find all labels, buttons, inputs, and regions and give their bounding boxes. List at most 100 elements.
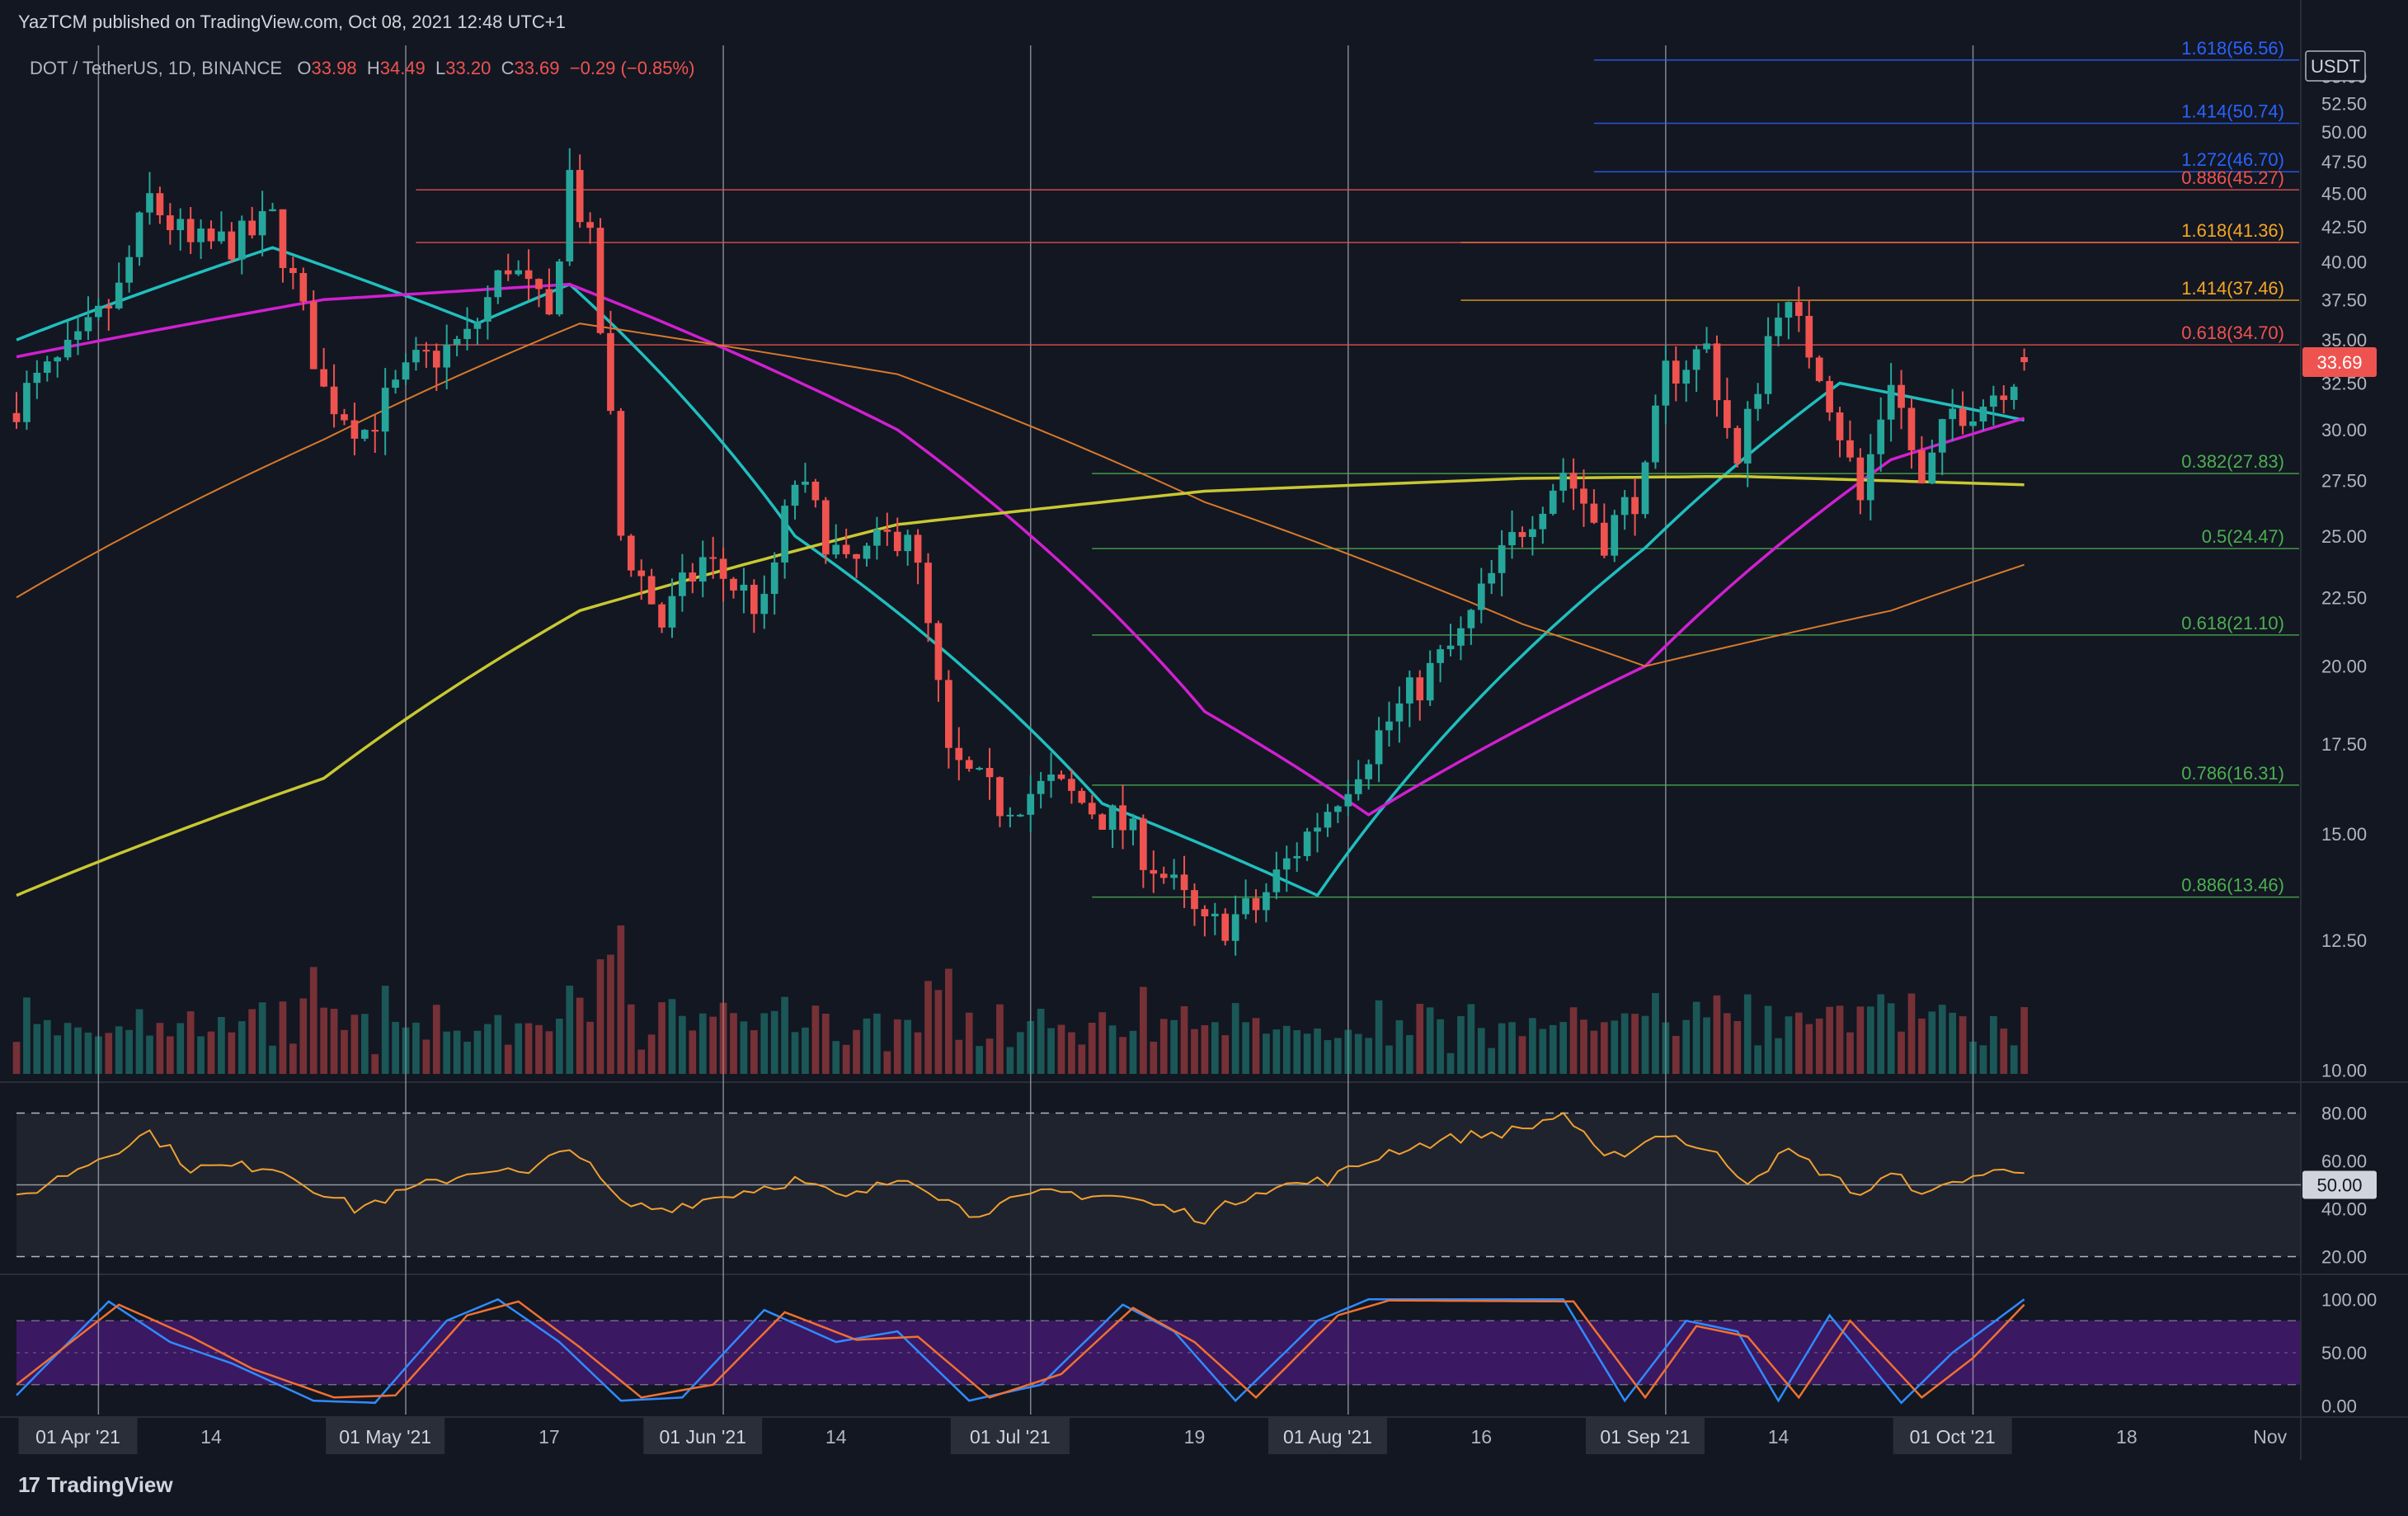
volume-bar <box>1692 1001 1700 1074</box>
volume-bar <box>996 1004 1004 1074</box>
volume-bar <box>873 1013 881 1074</box>
price-axis-tick: 30.00 <box>2321 420 2367 440</box>
candle-body <box>760 594 769 614</box>
volume-bar <box>1037 1009 1045 1074</box>
candle-body <box>985 768 994 778</box>
candle-body <box>709 557 717 559</box>
candle-body <box>596 228 604 333</box>
candle-body <box>955 747 963 760</box>
volume-bar <box>1047 1028 1055 1074</box>
volume-bar <box>698 1013 707 1074</box>
volume-bar <box>186 1011 195 1074</box>
volume-bar <box>1150 1041 1158 1074</box>
candle-body <box>1108 805 1117 831</box>
stoch-axis-tick: 100.00 <box>2321 1289 2377 1310</box>
candle-body <box>1836 412 1844 440</box>
candle-body <box>146 193 153 213</box>
volume-bar <box>1416 1004 1424 1074</box>
candle-body <box>1979 407 1987 421</box>
candle-body <box>1775 318 1782 337</box>
candle-body <box>1928 452 1936 484</box>
x-axis-month-box <box>1586 1418 1705 1454</box>
volume-bar <box>1898 1031 1905 1074</box>
x-axis-month-box <box>1267 1418 1387 1454</box>
volume-bar <box>524 1023 533 1074</box>
volume-bar <box>1385 1045 1393 1074</box>
volume-bar <box>125 1029 133 1074</box>
candle-body <box>371 430 379 432</box>
volume-bar <box>832 1041 840 1074</box>
volume-bar <box>1529 1018 1536 1074</box>
candle-body <box>115 282 123 308</box>
volume-bar <box>607 954 614 1074</box>
volume-bar <box>1733 1020 1742 1074</box>
volume-bar <box>1108 1025 1117 1074</box>
symbol-name[interactable]: DOT / TetherUS, 1D, BINANCE <box>30 58 283 78</box>
tradingview-brand[interactable]: 17 TradingView <box>18 1472 173 1498</box>
candle-body <box>627 535 635 571</box>
price-axis-tick: 35.00 <box>2321 330 2367 351</box>
x-axis-tick: 14 <box>200 1426 222 1448</box>
candle-body <box>463 328 471 340</box>
volume-bar <box>23 997 31 1074</box>
candle-body <box>1405 677 1413 704</box>
volume-bar <box>166 1036 174 1074</box>
candle-body <box>1856 457 1865 501</box>
stoch-axis-tick: 50.00 <box>2321 1343 2367 1363</box>
volume-bar <box>668 999 676 1074</box>
volume-bar <box>74 1027 82 1074</box>
volume-bar <box>341 1029 348 1074</box>
candle-body <box>1631 497 1639 515</box>
volume-bar <box>1672 1035 1680 1074</box>
volume-bar <box>43 1019 51 1074</box>
x-axis-tick: 01 Jun '21 <box>660 1426 746 1448</box>
price-axis-tick: 15.00 <box>2321 824 2367 845</box>
volume-bar <box>1682 1019 1691 1074</box>
candle-body <box>811 481 820 501</box>
price-axis-tick: 42.50 <box>2321 217 2367 238</box>
volume-bar <box>781 996 788 1074</box>
candle-body <box>392 379 399 388</box>
price-axis-tick: 37.50 <box>2321 290 2367 310</box>
candle-body <box>1221 913 1230 941</box>
volume-bar <box>842 1044 850 1074</box>
volume-bar <box>1620 1013 1629 1074</box>
volume-bar <box>709 1016 717 1074</box>
candle-body <box>84 317 92 332</box>
volume-bar <box>566 986 574 1074</box>
volume-bar <box>1057 1024 1065 1074</box>
candle-body <box>566 170 574 262</box>
volume-bar <box>1539 1029 1547 1074</box>
volume-bar <box>1344 1029 1352 1074</box>
volume-bar <box>924 981 932 1074</box>
candle-body <box>1416 677 1424 701</box>
volume-bar <box>1140 986 1147 1074</box>
volume-bar <box>402 1027 410 1074</box>
candle-body <box>1754 393 1762 409</box>
volume-bar <box>1959 1016 1967 1074</box>
candle-body <box>1293 855 1301 859</box>
candle-body <box>1559 473 1567 491</box>
candle-body <box>135 212 143 257</box>
volume-bar <box>1201 1024 1209 1074</box>
candle-body <box>1467 610 1475 629</box>
candle-body <box>360 430 369 439</box>
candle-body <box>2010 386 2018 400</box>
candle-body <box>842 544 850 554</box>
candle-body <box>1569 473 1578 489</box>
volume-bar <box>1098 1012 1107 1074</box>
candle-body <box>976 768 983 770</box>
volume-bar <box>719 1002 727 1074</box>
candle-body <box>1150 869 1158 874</box>
volume-bar <box>1078 1044 1086 1074</box>
volume-bar <box>238 1021 246 1074</box>
candle-body <box>381 388 389 432</box>
candle-body <box>515 270 523 275</box>
volume-bar <box>658 1002 665 1074</box>
candle-body <box>105 305 113 308</box>
candle-body <box>1641 462 1649 515</box>
open-label: O <box>297 58 312 78</box>
candle-body <box>647 576 656 605</box>
volume-bar <box>1446 1052 1455 1074</box>
